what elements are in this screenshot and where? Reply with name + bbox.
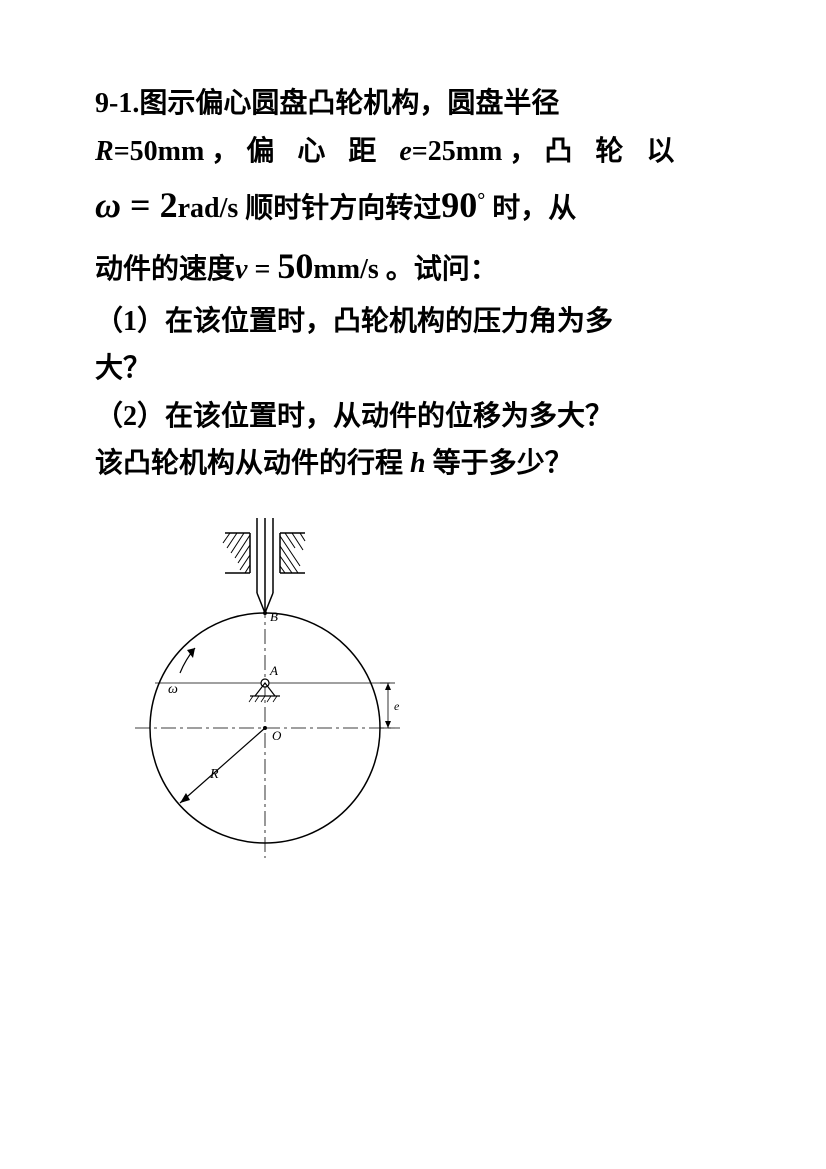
cam-prefix: 凸 轮 以 xyxy=(544,136,682,167)
hatch-r7 xyxy=(300,533,305,541)
label-a: A xyxy=(269,663,278,678)
e-arrow-bottom xyxy=(385,721,391,728)
ecc-label: 偏 心 距 xyxy=(246,136,399,167)
equals: = xyxy=(121,185,160,225)
problem-number: 9-1. xyxy=(95,88,139,119)
cam-diagram-svg: B A O R e ω xyxy=(105,518,445,898)
q2-text4: 等于多少？ xyxy=(433,448,573,479)
hatch-l1 xyxy=(223,533,230,543)
label-omega: ω xyxy=(168,682,178,697)
h-label: h xyxy=(403,448,433,479)
radius-arrow xyxy=(180,793,190,803)
e-arrow-top xyxy=(385,683,391,690)
hatch-r4 xyxy=(280,556,292,573)
q1-text: 在该位置时，凸轮机构的压力角为多 xyxy=(165,306,613,337)
v-label: v xyxy=(235,254,247,285)
comma1: ， xyxy=(204,136,246,167)
R-value: =50mm xyxy=(114,136,205,167)
e-value: =25mm xyxy=(412,136,503,167)
when-text: 时，从 xyxy=(485,193,576,224)
q1-text2: 大？ xyxy=(95,353,151,384)
pivot-hatch3 xyxy=(261,696,265,702)
radius-line xyxy=(180,728,265,803)
label-e: e xyxy=(394,699,400,713)
cw-text: 顺时针方向转过 xyxy=(238,193,441,224)
point-b xyxy=(263,611,267,615)
omega-unit: rad/s xyxy=(178,193,239,224)
label-b: B xyxy=(270,609,278,624)
pivot-hatch2 xyxy=(255,696,259,702)
R-label: R xyxy=(95,136,114,167)
pivot-hatch5 xyxy=(273,696,277,702)
v-value: 50 xyxy=(277,246,313,286)
cam-diagram: B A O R e ω xyxy=(105,518,731,903)
ask-text: 。试问： xyxy=(379,254,498,285)
problem-text-block: 9-1.图示偏心圆盘凸轮机构，圆盘半径 R=50mm ， 偏 心 距 e=25m… xyxy=(95,80,731,488)
omega-value: 2 xyxy=(160,185,178,225)
hatch-l5 xyxy=(238,545,250,563)
hatch-l3 xyxy=(231,533,244,553)
pivot-hatch4 xyxy=(267,696,271,702)
label-o: O xyxy=(272,728,282,743)
pivot-hatch1 xyxy=(249,696,253,702)
q2-text: 在该位置时，从动件的位移为多大？ xyxy=(165,401,613,432)
comma2: ， xyxy=(502,136,544,167)
label-r: R xyxy=(209,767,219,782)
q2-number: （2） xyxy=(95,401,165,432)
q2-text3: 该凸轮机构从动件的行程 xyxy=(95,448,403,479)
v-equals: = xyxy=(247,254,277,285)
follower-text: 动件的速度 xyxy=(95,254,235,285)
hatch-l4 xyxy=(235,535,250,558)
v-unit: mm/s xyxy=(313,254,378,285)
intro-text: 图示偏心圆盘凸轮机构，圆盘半径 xyxy=(139,88,559,119)
e-label: e xyxy=(399,136,411,167)
omega-symbol: ω xyxy=(95,185,121,225)
q1-number: （1） xyxy=(95,306,165,337)
angle-value: 90 xyxy=(441,185,477,225)
